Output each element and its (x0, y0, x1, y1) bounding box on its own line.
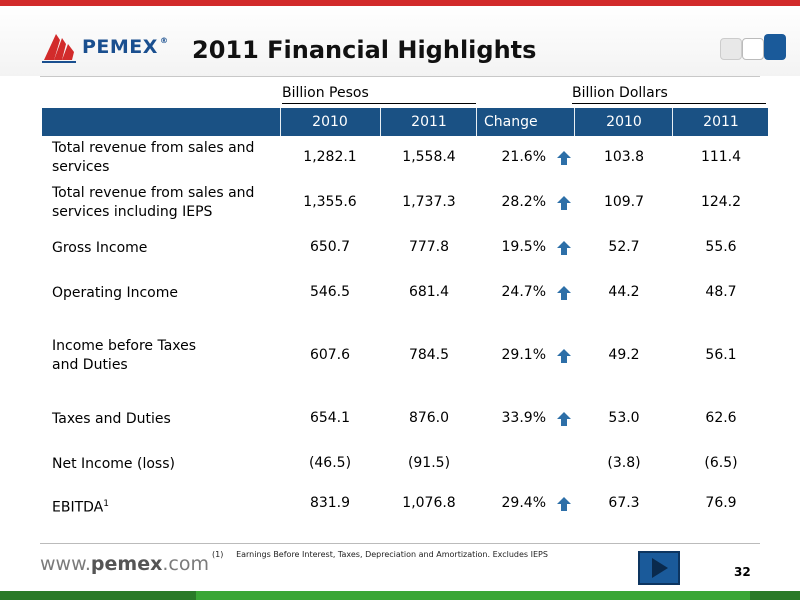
cell-change: 29.1% (501, 347, 546, 363)
slide-header: PEMEX ® 2011 Financial Highlights (0, 6, 800, 76)
bottom-green-bar (0, 591, 800, 600)
row-label-text: Income before Taxes and Duties (52, 338, 197, 373)
group-label-dollars: Billion Dollars (572, 85, 668, 101)
row-label: EBITDA1 (52, 495, 272, 518)
decorative-boxes (720, 28, 786, 68)
cell-change: 28.2% (501, 194, 546, 210)
cell-change: 29.4% (501, 495, 546, 511)
row-label-text: Taxes and Duties (52, 410, 171, 427)
cell-d2010: 103.8 (603, 149, 645, 165)
header-separator (476, 108, 477, 136)
group-underline-dollars (572, 103, 766, 104)
column-header: 2011 (703, 114, 739, 130)
footnote: (1) Earnings Before Interest, Taxes, Dep… (212, 550, 548, 559)
up-arrow-icon (557, 412, 571, 426)
cell-d2011: (6.5) (704, 455, 738, 471)
header-separator (380, 108, 381, 136)
row-label-text: Gross Income (52, 239, 148, 256)
next-slide-button[interactable] (638, 551, 680, 585)
column-header: Change (484, 114, 538, 130)
row-label-text: EBITDA (52, 499, 104, 516)
cell-change: 19.5% (501, 239, 546, 255)
footnote-reference: 1 (103, 498, 109, 509)
cell-d2011: 48.7 (705, 284, 737, 300)
cell-d2011: 76.9 (705, 495, 737, 511)
header-separator (574, 108, 575, 136)
cell-p2011: 1,558.4 (402, 149, 456, 165)
cell-d2011: 56.1 (705, 347, 737, 363)
cell-d2010: 44.2 (608, 284, 640, 300)
cell-d2010: 52.7 (608, 239, 640, 255)
cell-p2010: 654.1 (309, 410, 351, 426)
cell-change: 24.7% (501, 284, 546, 300)
cell-p2010: 607.6 (309, 347, 351, 363)
column-header: 2010 (312, 114, 348, 130)
up-arrow-icon (557, 497, 571, 511)
row-label: Net Income (loss) (52, 455, 272, 474)
row-label-text: Net Income (loss) (52, 455, 175, 472)
cell-p2010: (46.5) (308, 455, 352, 471)
row-label: Taxes and Duties (52, 410, 272, 429)
cell-d2011: 55.6 (705, 239, 737, 255)
cell-p2010: 546.5 (309, 284, 351, 300)
cell-p2011: 784.5 (408, 347, 450, 363)
header-divider (40, 76, 760, 77)
cell-p2011: 876.0 (408, 410, 450, 426)
up-arrow-icon (557, 286, 571, 300)
website-link[interactable]: www.pemex.com (40, 553, 209, 575)
column-header: 2010 (606, 114, 642, 130)
cell-p2011: 1,737.3 (402, 194, 456, 210)
group-underline-pesos (282, 103, 476, 104)
row-label-text: Total revenue from sales and services in… (52, 185, 255, 220)
cell-d2010: (3.8) (607, 455, 641, 471)
brand-name: PEMEX ® (82, 36, 169, 58)
play-next-icon (652, 558, 668, 578)
group-label-pesos: Billion Pesos (282, 85, 369, 101)
footnote-text: Earnings Before Interest, Taxes, Depreci… (236, 550, 548, 559)
cell-p2011: 1,076.8 (402, 495, 456, 511)
cell-change: 21.6% (501, 149, 546, 165)
row-label-text: Operating Income (52, 284, 178, 301)
row-label-text: Total revenue from sales and services (52, 140, 255, 175)
cell-d2010: 109.7 (603, 194, 645, 210)
cell-d2010: 67.3 (608, 495, 640, 511)
table-header-row: 2010 2011 Change 2010 2011 (42, 108, 768, 136)
cell-d2011: 111.4 (700, 149, 742, 165)
pemex-logo: PEMEX ® (40, 30, 180, 66)
footer-divider (40, 543, 760, 544)
row-label: Income before Taxes and Duties (52, 337, 212, 375)
header-separator (672, 108, 673, 136)
pemex-eagle-icon (42, 34, 76, 63)
cell-p2010: 650.7 (309, 239, 351, 255)
cell-p2011: 681.4 (408, 284, 450, 300)
top-red-bar (0, 0, 800, 6)
row-label: Total revenue from sales and services in… (52, 184, 272, 222)
header-separator (280, 108, 281, 136)
up-arrow-icon (557, 196, 571, 210)
cell-p2011: (91.5) (407, 455, 451, 471)
page-number: 32 (734, 565, 751, 579)
row-label: Total revenue from sales and services (52, 139, 272, 177)
up-arrow-icon (557, 241, 571, 255)
footnote-marker: (1) (212, 550, 224, 559)
cell-d2010: 49.2 (608, 347, 640, 363)
column-header: 2011 (411, 114, 447, 130)
cell-d2011: 62.6 (705, 410, 737, 426)
cell-d2010: 53.0 (608, 410, 640, 426)
up-arrow-icon (557, 151, 571, 165)
cell-p2010: 831.9 (309, 495, 351, 511)
cell-p2011: 777.8 (408, 239, 450, 255)
cell-d2011: 124.2 (700, 194, 742, 210)
cell-p2010: 1,282.1 (303, 149, 357, 165)
row-label: Operating Income (52, 284, 272, 303)
cell-change: 33.9% (501, 410, 546, 426)
cell-p2010: 1,355.6 (303, 194, 357, 210)
row-label: Gross Income (52, 239, 272, 258)
up-arrow-icon (557, 349, 571, 363)
page-title: 2011 Financial Highlights (192, 36, 537, 64)
